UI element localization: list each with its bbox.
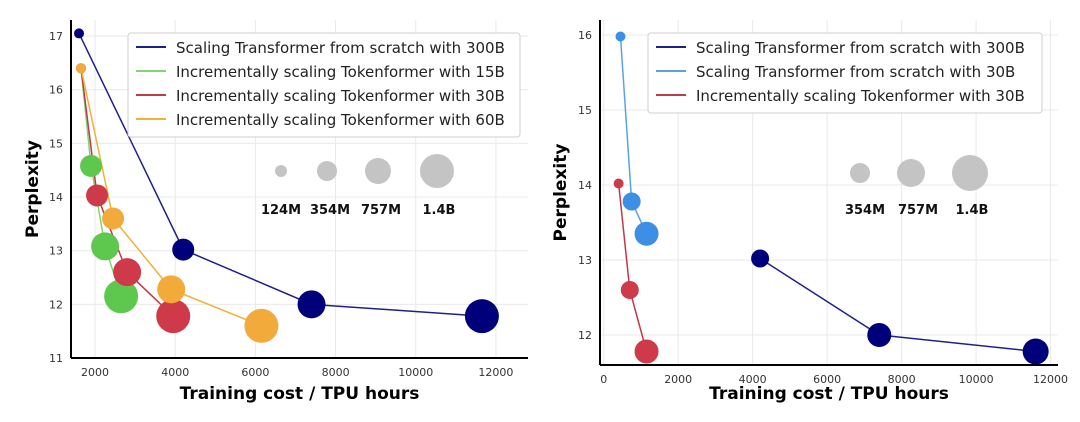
x-tick-label: 8000 (888, 373, 916, 386)
y-axis-label: Perplexity (23, 140, 43, 238)
size-legend-marker (850, 163, 870, 183)
legend-label: Scaling Transformer from scratch with 30… (176, 39, 505, 57)
data-point (297, 290, 326, 319)
series-line (78, 33, 482, 317)
y-tick-label: 16 (49, 84, 63, 97)
data-point (86, 184, 109, 207)
data-point (80, 154, 103, 177)
y-tick-label: 13 (49, 245, 63, 258)
size-legend-label: 1.4B (423, 203, 456, 218)
x-tick-label: 10000 (959, 373, 994, 386)
data-point (76, 63, 87, 74)
size-legend-marker (365, 158, 391, 184)
x-tick-label: 6000 (813, 373, 841, 386)
size-legend-label: 757M (361, 203, 401, 218)
x-tick-label: 8000 (322, 366, 350, 379)
x-tick-label: 2000 (81, 366, 109, 379)
data-point (464, 299, 499, 334)
x-tick-label: 12000 (1033, 373, 1068, 386)
x-axis-label: Training cost / TPU hours (180, 384, 420, 404)
x-tick-label: 2000 (664, 373, 692, 386)
legend-label: Scaling Transformer from scratch with 30… (696, 63, 1015, 81)
data-point (102, 207, 125, 230)
y-tick-label: 16 (578, 29, 592, 42)
size-legend-label: 124M (261, 203, 301, 218)
x-tick-label: 6000 (241, 366, 269, 379)
x-tick-label: 0 (600, 373, 607, 386)
data-point (620, 281, 639, 299)
size-legend-marker (952, 155, 988, 191)
data-point (91, 232, 120, 261)
data-point (244, 308, 279, 343)
series-line (80, 68, 174, 317)
y-tick-label: 15 (49, 137, 63, 150)
data-point (622, 192, 641, 211)
size-legend-marker (420, 154, 454, 188)
data-point (74, 28, 85, 39)
data-point (634, 221, 659, 246)
size-legend-label: 1.4B (956, 203, 989, 218)
size-legend-label: 354M (845, 203, 885, 218)
y-tick-label: 12 (49, 298, 63, 311)
size-legend-label: 757M (898, 203, 938, 218)
legend-box (647, 32, 1043, 114)
data-point (634, 339, 659, 364)
y-tick-label: 11 (49, 352, 63, 365)
x-tick-label: 12000 (478, 366, 513, 379)
chart-1: 2000 4000 6000 8000 10000 12000 11 12 13 14 15 16 17… (23, 20, 528, 404)
y-tick-label: 17 (49, 30, 63, 43)
data-point (104, 279, 139, 314)
data-point (867, 323, 892, 347)
data-point (751, 249, 770, 268)
legend-label: Scaling Transformer from scratch with 30… (696, 39, 1025, 57)
series-line (80, 68, 122, 297)
series-line (80, 68, 262, 327)
legend-box (127, 32, 521, 138)
y-tick-label: 14 (578, 179, 592, 192)
y-tick-label: 15 (578, 104, 592, 117)
data-point (157, 275, 186, 304)
series-line (759, 257, 1036, 353)
legend-label: Incrementally scaling Tokenformer with 3… (176, 87, 505, 105)
x-tick-label: 10000 (398, 366, 433, 379)
chart-2: 0 2000 4000 6000 8000 10000 12000 12 13 14 15 16 Tra… (551, 20, 1068, 404)
data-point (113, 258, 142, 287)
y-tick-label: 14 (49, 191, 63, 204)
y-axis-label: Perplexity (551, 144, 571, 242)
data-point (172, 238, 195, 261)
legend-label: Incrementally scaling Tokenformer with 3… (696, 87, 1025, 105)
size-legend-marker (275, 165, 287, 177)
legend-label: Incrementally scaling Tokenformer with 6… (176, 111, 505, 129)
data-point (613, 178, 624, 189)
data-point (156, 299, 191, 334)
x-tick-label: 4000 (161, 366, 189, 379)
size-legend-label: 354M (310, 203, 350, 218)
y-tick-label: 13 (578, 254, 592, 267)
x-tick-label: 4000 (739, 373, 767, 386)
x-axis-label: Training cost / TPU hours (709, 384, 949, 404)
data-point (615, 31, 626, 42)
size-legend-marker (897, 159, 925, 187)
y-tick-label: 12 (578, 329, 592, 342)
size-legend-marker (317, 161, 337, 181)
data-point (1022, 338, 1049, 365)
legend-label: Incrementally scaling Tokenformer with 1… (176, 63, 505, 81)
